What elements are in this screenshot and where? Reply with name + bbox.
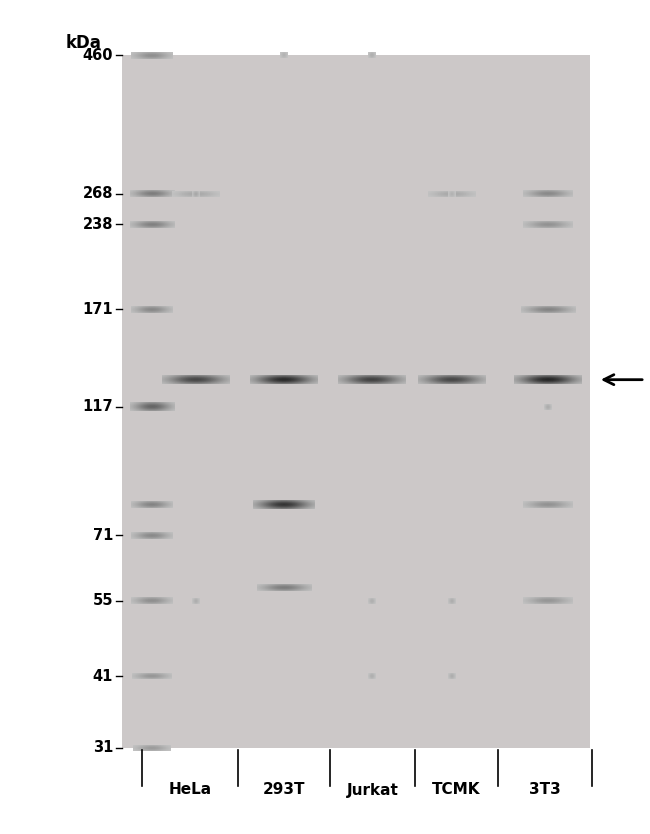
Text: 268: 268 (83, 186, 113, 201)
Text: 293T: 293T (263, 782, 306, 797)
Text: 41: 41 (92, 669, 113, 684)
Text: 117: 117 (83, 399, 113, 414)
Text: 3T3: 3T3 (529, 782, 561, 797)
Text: TCMK: TCMK (432, 782, 481, 797)
Text: 460: 460 (83, 48, 113, 63)
Text: 55: 55 (92, 593, 113, 608)
Text: 171: 171 (83, 302, 113, 317)
Text: 31: 31 (92, 741, 113, 756)
Text: 71: 71 (92, 528, 113, 543)
Text: kDa: kDa (66, 34, 102, 52)
Text: HeLa: HeLa (168, 782, 211, 797)
Bar (122, 55, 590, 748)
Text: Jurkat: Jurkat (346, 782, 398, 797)
Text: 238: 238 (83, 217, 113, 232)
